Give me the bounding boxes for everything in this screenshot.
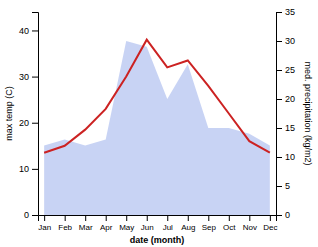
x-tick-label: Mar: [79, 223, 93, 232]
y2-tick: 25: [276, 65, 295, 75]
x-tick: Feb: [58, 215, 72, 232]
x-tick-mark: [270, 215, 271, 221]
x-tick-mark: [249, 215, 250, 221]
y-axis-title: max temp (C): [4, 86, 14, 141]
y2-tick: 35: [276, 7, 295, 17]
y2-tick: 0: [276, 210, 290, 220]
x-tick: Oct: [223, 215, 236, 232]
x-tick-label: Apr: [100, 223, 113, 232]
y2-tick-label: 0: [285, 210, 290, 220]
x-tick-mark: [44, 215, 45, 221]
x-tick-label: May: [119, 223, 134, 232]
x-tick: Dec: [263, 215, 277, 232]
y-tick-mark: [32, 77, 38, 78]
x-axis-title: date (month): [130, 235, 185, 245]
y-tick-label: 20: [19, 118, 29, 128]
y-tick: 40: [19, 26, 38, 36]
x-tick-label: Feb: [58, 223, 72, 232]
x-tick-label: Sep: [202, 223, 217, 232]
x-tick-label: Oct: [223, 223, 236, 232]
x-tick-label: Jun: [141, 223, 154, 232]
y-tick-label: 0: [24, 210, 29, 220]
y-tick: 0: [24, 210, 38, 220]
x-tick-mark: [147, 215, 148, 221]
y-tick: 20: [19, 118, 38, 128]
x-tick-label: Jan: [38, 223, 51, 232]
x-tick-mark: [126, 215, 127, 221]
y2-tick-mark: [276, 70, 282, 71]
x-tick-label: Aug: [181, 223, 195, 232]
y2-tick-label: 30: [285, 36, 295, 46]
y2-tick-mark: [276, 128, 282, 129]
plot-root: Jan Feb Mar Apr May Jun Jul Aug Sep Oct Nov Dec 0 10 2…: [4, 7, 313, 245]
x-axis-line: [39, 216, 277, 222]
plot-area: [44, 40, 270, 215]
y2-tick-mark: [276, 215, 282, 216]
y2-tick-label: 5: [285, 181, 290, 191]
x-tick: Sep: [202, 215, 217, 232]
y2-tick-mark: [276, 99, 282, 100]
x-tick: Jul: [163, 215, 173, 232]
temperature-line: [44, 40, 270, 153]
x-tick: Aug: [181, 215, 195, 232]
x-tick: Mar: [79, 215, 93, 232]
y-tick-mark: [32, 169, 38, 170]
x-tick-mark: [65, 215, 66, 221]
x-tick-label: Jul: [163, 223, 173, 232]
chart-container: Jan Feb Mar Apr May Jun Jul Aug Sep Oct Nov Dec 0 10 2…: [0, 0, 318, 247]
y2-tick-label: 35: [285, 7, 295, 17]
x-tick: Apr: [100, 215, 113, 232]
y2-tick-label: 15: [285, 123, 295, 133]
y-tick-mark: [32, 30, 38, 31]
x-tick-label: Dec: [263, 223, 277, 232]
y-axis-line: [32, 13, 39, 216]
y-tick: 30: [19, 72, 38, 82]
x-tick: Jan: [38, 215, 51, 232]
y2-tick-label: 25: [285, 65, 295, 75]
x-tick-mark: [208, 215, 209, 221]
y-tick-label: 10: [19, 164, 29, 174]
y2-tick-label: 20: [285, 94, 295, 104]
x-tick-mark: [229, 215, 230, 221]
y2-tick-mark: [276, 41, 282, 42]
y-tick-label: 30: [19, 72, 29, 82]
y2-tick-label: 10: [285, 152, 295, 162]
x-tick-mark: [85, 215, 86, 221]
y-tick-mark: [32, 123, 38, 124]
y-tick-label: 40: [19, 26, 29, 36]
x-tick-mark: [188, 215, 189, 221]
precipitation-area: [44, 41, 270, 215]
y2-tick: 30: [276, 36, 295, 46]
y2-tick-mark: [276, 157, 282, 158]
x-tick: Nov: [243, 215, 257, 232]
y2-axis-title: med. precipitation (kg/m2): [303, 61, 313, 165]
y2-tick-mark: [276, 186, 282, 187]
y2-axis: 0 5 10 15 20 25 30 35: [276, 7, 295, 220]
y-tick: 10: [19, 164, 38, 174]
y2-tick-mark: [276, 12, 282, 13]
x-tick-mark: [167, 215, 168, 221]
x-tick-label: Nov: [243, 223, 257, 232]
y-tick-mark: [32, 215, 38, 216]
y2-tick: 15: [276, 123, 295, 133]
x-tick: Jun: [141, 215, 154, 232]
y2-axis-line: [277, 13, 283, 216]
chart: Jan Feb Mar Apr May Jun Jul Aug Sep Oct Nov Dec 0 10 2…: [0, 0, 318, 247]
y2-tick: 10: [276, 152, 295, 162]
x-tick-mark: [106, 215, 107, 221]
y2-tick: 20: [276, 94, 295, 104]
y-axis: 0 10 20 30 40: [19, 13, 39, 221]
x-tick: May: [119, 215, 134, 232]
y2-tick: 5: [276, 181, 290, 191]
x-axis: Jan Feb Mar Apr May Jun Jul Aug Sep Oct Nov Dec: [38, 215, 277, 232]
